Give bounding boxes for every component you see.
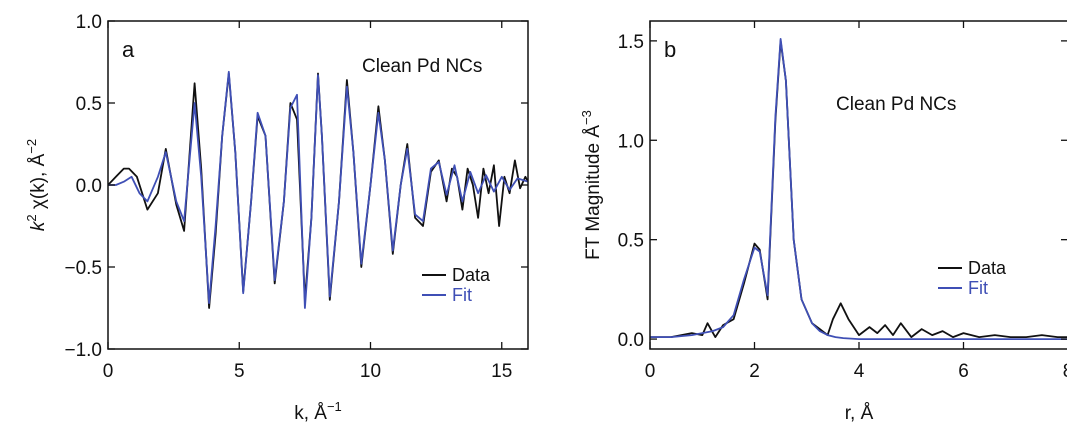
x-tick-label: 8 [1063, 361, 1067, 382]
y-axis-title: k2 χ(k), Å−2 [24, 139, 49, 231]
y-tick-label: 0.0 [76, 176, 102, 197]
y-tick-label: −0.5 [64, 258, 102, 279]
x-tick-label: 15 [491, 361, 512, 382]
y-tick-label: 0.0 [618, 330, 644, 351]
panel-letter: a [122, 37, 135, 62]
x-axis-title-sup: −1 [327, 399, 342, 414]
x-tick-label: 4 [854, 361, 865, 382]
panel-letter: b [664, 37, 676, 62]
y-axis-title-main: FT Magnitude Å [583, 125, 604, 260]
x-tick-label: 0 [645, 361, 656, 382]
legend-label-data: Data [968, 258, 1007, 278]
legend-label-fit: Fit [452, 285, 472, 305]
x-tick-label: 10 [360, 361, 381, 382]
y-tick-label: 1.0 [76, 12, 102, 33]
y-axis-title-mid: χ(k), Å [28, 153, 49, 214]
x-tick-label: 6 [958, 361, 969, 382]
legend-label-fit: Fit [968, 278, 988, 298]
y-tick-label: 0.5 [76, 94, 102, 115]
y-axis-title: FT Magnitude Å−3 [579, 110, 604, 260]
x-axis-title-main: k, Å [294, 403, 327, 424]
y-tick-label: 1.5 [618, 32, 644, 53]
x-axis-title: r, Å [845, 403, 874, 424]
annotation-text: Clean Pd NCs [836, 94, 956, 115]
y-tick-label: 1.0 [618, 131, 644, 152]
y-axis-title-sup: −3 [579, 110, 594, 125]
y-tick-label: −1.0 [64, 340, 102, 361]
x-tick-label: 5 [234, 361, 245, 382]
x-axis-title: k, Å−1 [294, 399, 342, 424]
y-axis-title-k: k [28, 220, 49, 231]
y-tick-label: 0.5 [618, 231, 644, 252]
y-axis-title-sup2: −2 [24, 139, 39, 154]
y-axis-title-sup1: 2 [24, 214, 39, 221]
x-tick-label: 0 [103, 361, 114, 382]
plot-frame [649, 20, 1067, 350]
legend-label-data: Data [452, 265, 491, 285]
annotation-text: Clean Pd NCs [362, 56, 482, 77]
series-line-fit [650, 38, 1067, 340]
panel-a: 0 5 10 15 −1.0 −0.5 0.0 0.5 1.0 a Clean Pd NCs Data… [24, 12, 529, 424]
series-line-fit [108, 70, 528, 309]
x-tick-label: 2 [749, 361, 760, 382]
series-line-data [650, 40, 1067, 338]
